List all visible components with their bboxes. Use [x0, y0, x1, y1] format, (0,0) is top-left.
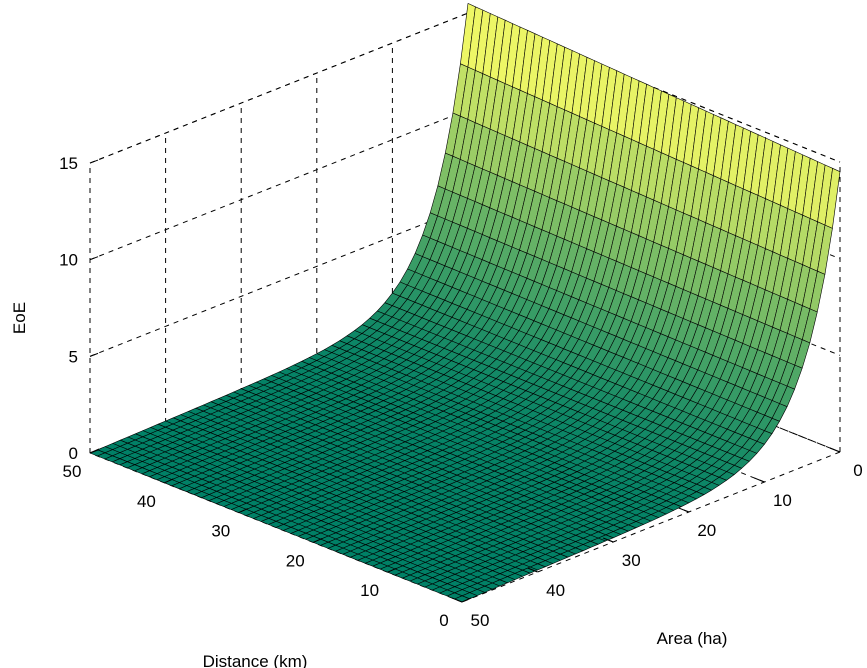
distance-tick-mark: [164, 478, 174, 484]
area-tick-label: 30: [622, 551, 641, 570]
grid-line-top-left: [89, 12, 469, 164]
z-tick-label: 15: [59, 154, 78, 173]
distance-tick-label: 40: [137, 492, 156, 511]
grid-line-z-10-left-wall: [89, 109, 469, 261]
distance-tick-label: 50: [63, 462, 82, 481]
distance-tick-mark: [89, 448, 100, 454]
distance-tick-label: 20: [286, 551, 305, 570]
z-tick-label: 0: [69, 444, 78, 463]
z-tick-mark: [89, 256, 99, 261]
z-tick-label: 10: [59, 251, 78, 270]
distance-tick-mark: [387, 567, 397, 573]
distance-tick-label: 30: [211, 522, 230, 541]
area-tick-mark: [603, 537, 614, 543]
x-axis-label: Area (ha): [657, 629, 728, 648]
area-tick-label: 40: [546, 581, 565, 600]
surface-layer: [89, 3, 841, 603]
distance-tick-label: 10: [360, 581, 379, 600]
area-tick-mark: [451, 597, 463, 603]
area-tick-label: 0: [853, 461, 862, 480]
y-axis-label: Distance (km): [203, 652, 308, 668]
distance-tick-mark: [238, 508, 249, 514]
z-tick-mark: [89, 159, 99, 164]
grid-line-z-5-left-wall: [89, 205, 469, 357]
z-tick-label: 5: [69, 347, 78, 366]
area-tick-mark: [678, 507, 689, 513]
area-tick-label: 10: [773, 491, 792, 510]
grid-line-distance-0-floor: [461, 451, 841, 603]
z-axis-label: EoE: [10, 302, 29, 334]
area-tick-mark: [754, 477, 765, 483]
distance-tick-mark: [312, 537, 323, 543]
area-tick-mark: [527, 567, 538, 573]
z-tick-mark: [89, 352, 99, 357]
area-tick-label: 20: [697, 521, 716, 540]
distance-tick-label: 0: [439, 611, 448, 630]
area-tick-label: 50: [471, 611, 490, 630]
distance-tick-mark: [461, 597, 472, 603]
area-tick-mark: [829, 447, 841, 453]
